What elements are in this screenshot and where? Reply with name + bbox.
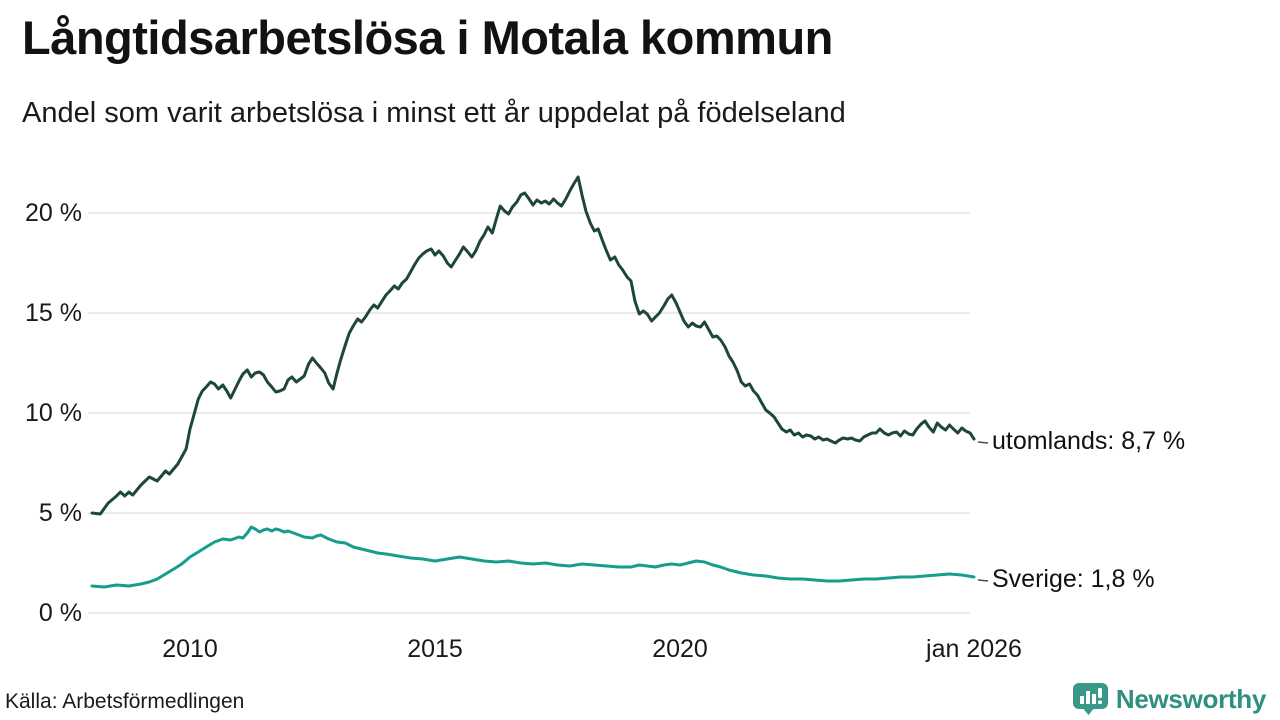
page-title: Långtidsarbetslösa i Motala kommun [22,11,833,64]
y-tick-label: 0 % [39,599,82,627]
series-line-Sverige [90,525,976,589]
x-tick-label: 2015 [407,635,463,663]
series-label-dash [977,579,989,582]
series-label-dash [977,441,989,444]
bar-mid [1091,694,1096,704]
x-tick-label: 2020 [652,635,708,663]
brand-logo: Newsworthy [1072,682,1266,716]
bar-short [1079,696,1084,704]
series-line-utomlands [90,175,976,516]
y-tick-label: 15 % [25,299,82,327]
page-subtitle: Andel som varit arbetslösa i minst ett å… [22,97,846,129]
exclamation-dot [1097,700,1102,704]
x-tick-label: jan 2026 [925,635,1022,663]
brand-name: Newsworthy [1115,683,1266,714]
y-tick-label: 5 % [39,499,82,527]
exclamation-stem [1097,688,1102,698]
newsworthy-bubble-chart-icon [1072,683,1108,715]
series-end-label-utomlands: utomlands: 8,7 % [992,427,1185,455]
y-tick-label: 10 % [25,399,82,427]
y-tick-label: 20 % [25,199,82,227]
series-end-label-Sverige: Sverige: 1,8 % [992,565,1155,593]
bar-tall [1085,691,1090,704]
x-tick-label: 2010 [162,635,218,663]
source-note: Källa: Arbetsförmedlingen [5,690,245,713]
